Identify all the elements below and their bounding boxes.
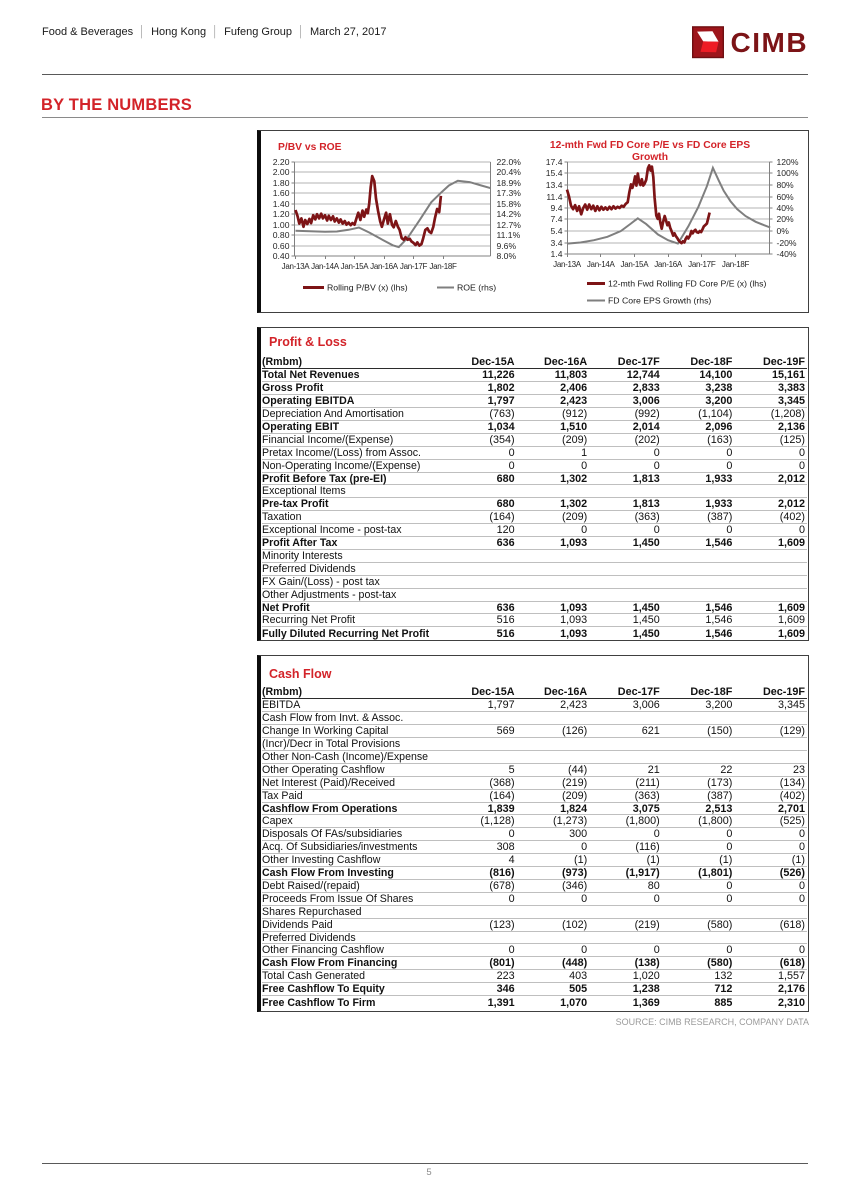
svg-text:Growth: Growth [632, 152, 668, 163]
svg-text:Jan-15A: Jan-15A [341, 262, 370, 271]
svg-text:0.60: 0.60 [273, 241, 290, 251]
svg-text:Jan-17F: Jan-17F [400, 262, 428, 271]
svg-text:0%: 0% [777, 226, 790, 236]
svg-text:1.60: 1.60 [273, 188, 290, 198]
svg-text:Jan-14A: Jan-14A [587, 260, 616, 269]
svg-text:12.7%: 12.7% [497, 220, 522, 230]
svg-text:11.1%: 11.1% [497, 230, 521, 240]
svg-text:Jan-14A: Jan-14A [311, 262, 340, 271]
svg-text:5.4: 5.4 [551, 226, 563, 236]
svg-text:80%: 80% [777, 180, 795, 190]
svg-text:Jan-16A: Jan-16A [370, 262, 399, 271]
svg-text:1.00: 1.00 [273, 220, 290, 230]
svg-text:12-mth Fwd Rolling FD Core P/E: 12-mth Fwd Rolling FD Core P/E (x) (lhs) [608, 279, 766, 289]
svg-text:40%: 40% [777, 203, 795, 213]
svg-text:-40%: -40% [777, 249, 797, 259]
svg-text:12-mth Fwd FD Core P/E vs FD C: 12-mth Fwd FD Core P/E vs FD Core EPS [550, 140, 750, 151]
svg-text:20%: 20% [777, 214, 795, 224]
svg-text:Jan-15A: Jan-15A [621, 260, 650, 269]
svg-text:0.40: 0.40 [273, 251, 290, 261]
svg-text:13.4: 13.4 [546, 180, 563, 190]
svg-text:7.4: 7.4 [551, 214, 563, 224]
svg-text:ROE (rhs): ROE (rhs) [457, 283, 496, 293]
svg-text:14.2%: 14.2% [497, 209, 522, 219]
svg-text:1.20: 1.20 [273, 209, 290, 219]
svg-text:9.6%: 9.6% [497, 241, 517, 251]
svg-text:-20%: -20% [777, 238, 797, 248]
svg-text:17.4: 17.4 [546, 157, 563, 167]
svg-text:17.3%: 17.3% [497, 188, 522, 198]
svg-text:Jan-17F: Jan-17F [688, 260, 716, 269]
svg-text:3.4: 3.4 [551, 238, 563, 248]
svg-text:60%: 60% [777, 192, 795, 202]
svg-text:0.80: 0.80 [273, 230, 290, 240]
svg-text:15.8%: 15.8% [497, 199, 522, 209]
svg-text:1.80: 1.80 [273, 178, 290, 188]
svg-text:11.4: 11.4 [546, 192, 562, 202]
svg-text:Jan-16A: Jan-16A [654, 260, 683, 269]
svg-text:2.20: 2.20 [273, 157, 290, 167]
svg-text:Jan-18F: Jan-18F [722, 260, 750, 269]
svg-text:100%: 100% [777, 168, 799, 178]
svg-text:P/BV vs ROE: P/BV vs ROE [278, 142, 342, 153]
svg-text:22.0%: 22.0% [497, 157, 522, 167]
svg-text:Rolling P/BV (x) (lhs): Rolling P/BV (x) (lhs) [327, 283, 408, 293]
svg-text:1.40: 1.40 [273, 199, 290, 209]
svg-text:Jan-13A: Jan-13A [553, 260, 582, 269]
svg-text:8.0%: 8.0% [497, 251, 517, 261]
svg-text:Jan-18F: Jan-18F [429, 262, 457, 271]
svg-text:18.9%: 18.9% [497, 178, 522, 188]
svg-text:15.4: 15.4 [546, 168, 563, 178]
svg-text:1.4: 1.4 [551, 249, 563, 259]
svg-text:Jan-13A: Jan-13A [282, 262, 311, 271]
svg-text:20.4%: 20.4% [497, 167, 522, 177]
svg-text:120%: 120% [777, 157, 799, 167]
svg-text:FD Core EPS Growth (rhs): FD Core EPS Growth (rhs) [608, 296, 711, 306]
svg-text:2.00: 2.00 [273, 167, 290, 177]
svg-text:CIMB: CIMB [731, 27, 809, 58]
svg-text:9.4: 9.4 [551, 203, 563, 213]
